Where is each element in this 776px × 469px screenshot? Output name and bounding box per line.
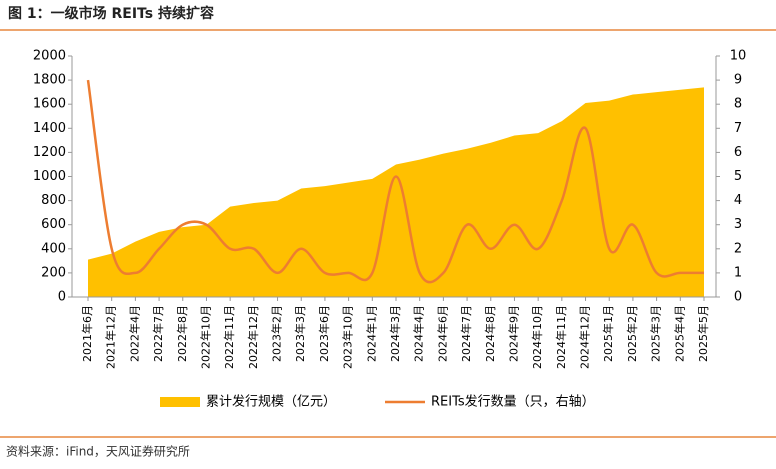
y2-tick-label: 9: [734, 73, 742, 88]
y-tick-label: 1600: [33, 97, 66, 112]
line: [86, 79, 704, 284]
y-tick-label: 1400: [33, 121, 66, 136]
chart-title: 图 1：一级市场 REITs 持续扩容: [8, 5, 214, 22]
y-tick-label: 0: [58, 290, 66, 305]
y-tick-label: 2000: [33, 49, 66, 64]
y2-tick-label: 2: [734, 241, 742, 256]
y-tick-label: 1000: [33, 169, 66, 184]
x-tick-label: 2022年7月: [151, 305, 165, 362]
x-tick-label: 2025年4月: [672, 305, 686, 362]
y2-tick-label: 7: [734, 121, 742, 136]
x-tick-label: 2021年6月: [80, 305, 94, 362]
x-tick-label: 2024年9月: [506, 305, 520, 362]
x-tick-label: 2024年4月: [412, 305, 426, 362]
x-tick-label: 2024年12月: [578, 305, 592, 369]
x-tick-label: 2024年8月: [483, 305, 497, 362]
y2-tick-label: 8: [734, 97, 742, 112]
y2-tick-label: 10: [730, 49, 747, 64]
area: [88, 87, 704, 297]
x-tick-label: 2024年11月: [554, 305, 568, 369]
y-tick-label: 1800: [33, 73, 66, 88]
x-tick-label: 2025年2月: [625, 305, 639, 362]
x-tick-label: 2024年1月: [364, 305, 378, 362]
y-tick-label: 800: [41, 193, 66, 208]
x-tick-label: 2021年12月: [104, 305, 118, 369]
x-tick-label: 2023年2月: [270, 305, 284, 362]
x-tick-label: 2023年10月: [341, 305, 355, 369]
y2-tick-label: 0: [734, 290, 742, 305]
x-tick-label: 2024年3月: [388, 305, 402, 362]
y2-tick-label: 5: [734, 169, 742, 184]
x-tick-label: 2022年8月: [175, 305, 189, 362]
y2-tick-label: 6: [734, 145, 742, 160]
x-tick-label: 2024年10月: [530, 305, 544, 369]
y-tick-label: 400: [41, 241, 66, 256]
y2-tick-label: 4: [734, 193, 742, 208]
x-tick-label: 2022年10月: [198, 305, 212, 369]
y2-tick-label: 1: [734, 265, 742, 280]
y-tick-label: 1200: [33, 145, 66, 160]
x-tick-label: 2024年6月: [435, 305, 449, 362]
x-tick-label: 2023年6月: [317, 305, 331, 362]
legend-label: REITs发行数量（只，右轴）: [431, 394, 595, 410]
x-tick-label: 2025年1月: [601, 305, 615, 362]
y2-tick-label: 3: [734, 217, 742, 232]
x-tick-label: 2022年12月: [246, 305, 260, 369]
x-tick-label: 2022年4月: [127, 305, 141, 362]
source: 资料来源：iFind，天风证券研究所: [6, 444, 190, 459]
legend-swatch: [160, 397, 200, 407]
x-tick-label: 2023年3月: [293, 305, 307, 362]
x-tick-label: 2025年5月: [696, 305, 710, 362]
legend-label: 累计发行规模（亿元）: [206, 394, 336, 410]
x-tick-label: 2022年11月: [222, 305, 236, 369]
y-tick-label: 200: [41, 265, 66, 280]
y-tick-label: 600: [41, 217, 66, 232]
x-tick-label: 2024年7月: [459, 305, 473, 362]
x-tick-label: 2025年3月: [649, 305, 663, 362]
